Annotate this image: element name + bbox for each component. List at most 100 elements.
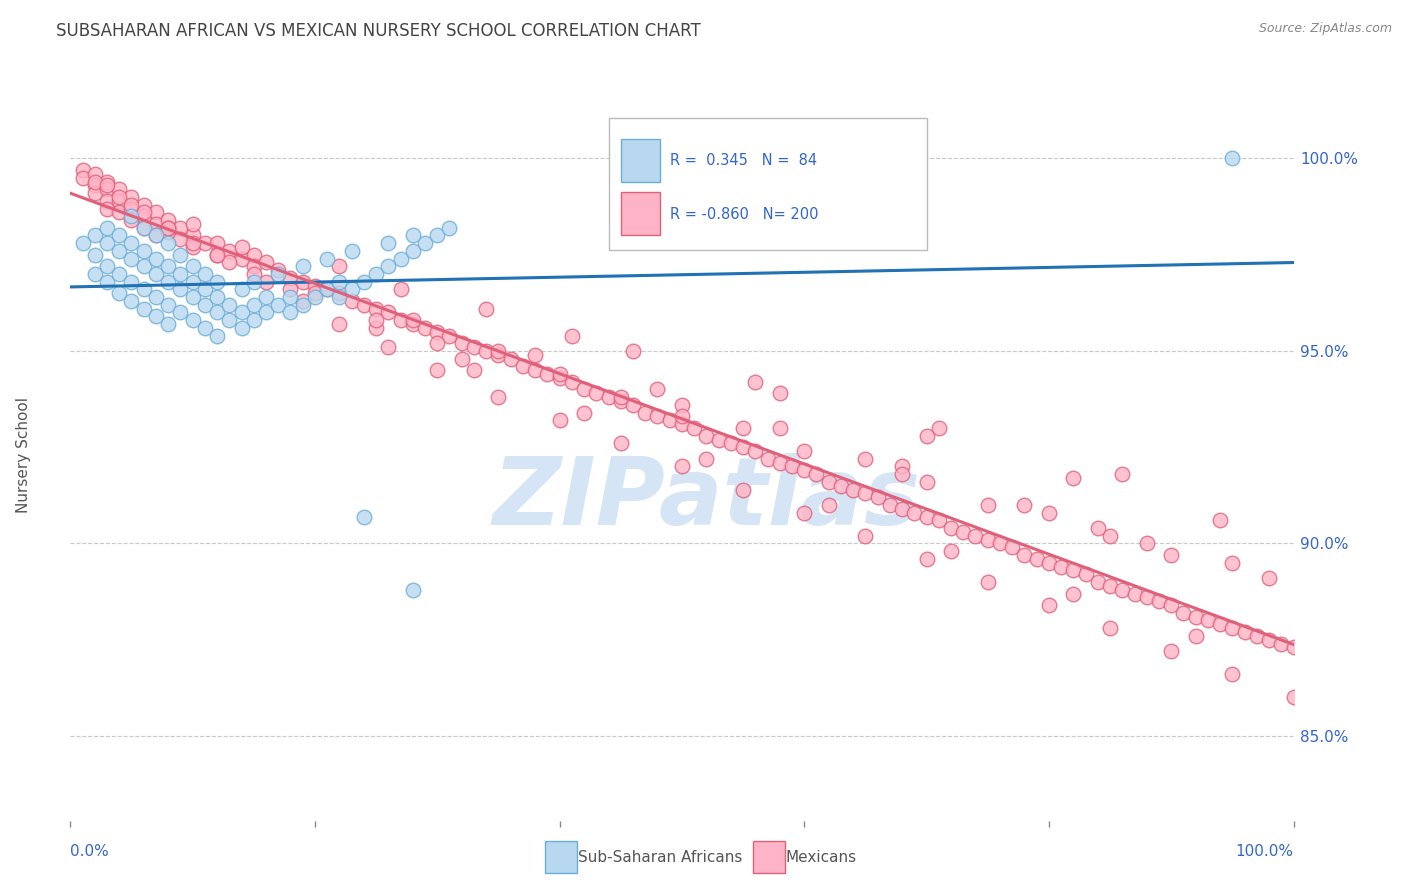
- Point: [695, 428, 717, 442]
- Point: [304, 290, 326, 304]
- Point: [806, 467, 828, 482]
- Point: [243, 267, 266, 281]
- Point: [145, 228, 167, 243]
- Point: [231, 282, 253, 296]
- Point: [1123, 586, 1146, 600]
- Text: R = -0.860   N= 200: R = -0.860 N= 200: [669, 207, 818, 222]
- Point: [402, 313, 425, 327]
- Point: [658, 413, 681, 427]
- Point: [817, 498, 839, 512]
- Point: [1270, 636, 1292, 650]
- Point: [377, 236, 399, 251]
- Point: [915, 509, 938, 524]
- Point: [181, 240, 204, 254]
- Point: [280, 305, 302, 319]
- Point: [121, 293, 143, 308]
- Point: [169, 282, 191, 296]
- Point: [366, 267, 388, 281]
- Point: [194, 298, 217, 312]
- Point: [181, 236, 204, 251]
- Point: [683, 421, 706, 435]
- Point: [524, 363, 547, 377]
- Point: [231, 321, 253, 335]
- Point: [83, 167, 105, 181]
- Point: [426, 336, 449, 351]
- Point: [561, 375, 583, 389]
- Point: [671, 398, 693, 412]
- Point: [561, 328, 583, 343]
- Point: [1282, 640, 1305, 655]
- Point: [157, 317, 180, 331]
- Point: [1197, 614, 1219, 628]
- Point: [353, 298, 375, 312]
- Point: [72, 163, 94, 178]
- Point: [169, 248, 191, 262]
- Point: [695, 451, 717, 466]
- Point: [243, 260, 266, 274]
- Point: [132, 209, 155, 223]
- Point: [108, 228, 131, 243]
- Point: [83, 175, 105, 189]
- Point: [1050, 559, 1073, 574]
- Point: [621, 343, 644, 358]
- Point: [291, 260, 314, 274]
- Point: [389, 252, 412, 266]
- Point: [756, 451, 779, 466]
- Point: [340, 293, 363, 308]
- Point: [671, 417, 693, 431]
- Point: [145, 267, 167, 281]
- Point: [475, 343, 498, 358]
- Point: [1209, 617, 1232, 632]
- Point: [389, 282, 412, 296]
- Point: [769, 456, 792, 470]
- Point: [488, 343, 510, 358]
- Point: [132, 260, 155, 274]
- Point: [793, 444, 815, 458]
- Text: Mexicans: Mexicans: [786, 850, 858, 864]
- Point: [366, 301, 388, 316]
- Point: [96, 182, 118, 196]
- Point: [548, 371, 571, 385]
- Point: [145, 252, 167, 266]
- Point: [426, 363, 449, 377]
- Point: [108, 182, 131, 196]
- Point: [450, 336, 472, 351]
- Point: [304, 286, 326, 301]
- Point: [218, 298, 240, 312]
- Point: [108, 194, 131, 208]
- Point: [254, 255, 277, 269]
- Point: [402, 582, 425, 597]
- Point: [475, 301, 498, 316]
- Point: [121, 202, 143, 216]
- Point: [733, 421, 755, 435]
- Point: [96, 260, 118, 274]
- Point: [413, 236, 436, 251]
- Point: [769, 386, 792, 401]
- Point: [96, 220, 118, 235]
- Point: [572, 383, 595, 397]
- Point: [328, 317, 350, 331]
- Point: [1136, 591, 1159, 605]
- Point: [439, 328, 461, 343]
- Point: [744, 444, 766, 458]
- Point: [1184, 629, 1206, 643]
- Point: [1147, 594, 1170, 608]
- Point: [1099, 579, 1122, 593]
- FancyBboxPatch shape: [609, 119, 927, 250]
- Point: [389, 313, 412, 327]
- FancyBboxPatch shape: [546, 841, 576, 873]
- Point: [194, 267, 217, 281]
- Point: [205, 275, 228, 289]
- Point: [132, 197, 155, 211]
- Point: [108, 286, 131, 301]
- Point: [647, 383, 669, 397]
- Point: [1014, 498, 1036, 512]
- Point: [1222, 667, 1244, 681]
- Point: [145, 228, 167, 243]
- Point: [243, 313, 266, 327]
- Point: [340, 244, 363, 258]
- Point: [205, 305, 228, 319]
- Point: [231, 252, 253, 266]
- Point: [96, 175, 118, 189]
- Text: Sub-Saharan Africans: Sub-Saharan Africans: [578, 850, 742, 864]
